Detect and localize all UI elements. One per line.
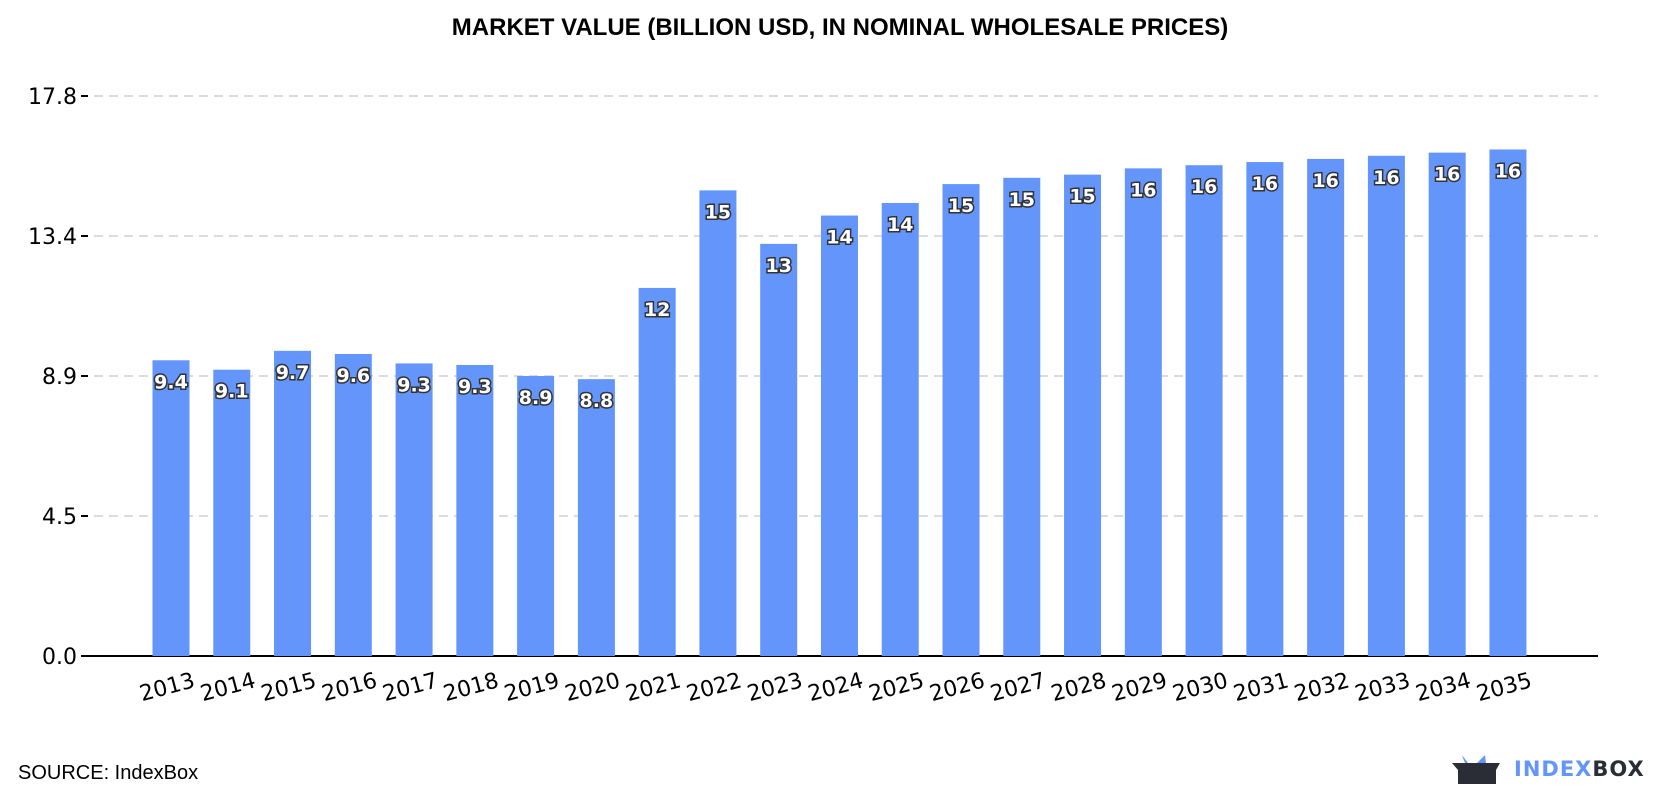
x-tick-label: 2026 bbox=[927, 668, 988, 707]
logo-text-box: BOX bbox=[1592, 757, 1645, 781]
data-label: 16 bbox=[1252, 173, 1278, 195]
bar-2028 bbox=[1064, 174, 1102, 657]
bar-2021 bbox=[638, 287, 676, 656]
box-logo-icon bbox=[1452, 755, 1500, 784]
data-label: 14 bbox=[826, 227, 852, 249]
bar-2019 bbox=[517, 376, 555, 656]
bar-2026 bbox=[942, 184, 980, 656]
x-tick-label: 2030 bbox=[1170, 668, 1231, 707]
data-label: 9.3 bbox=[397, 374, 431, 396]
x-tick-label: 2032 bbox=[1292, 668, 1353, 707]
x-tick-label: 2020 bbox=[562, 668, 623, 707]
bar-2030 bbox=[1185, 165, 1223, 656]
x-tick-label: 2023 bbox=[745, 668, 806, 707]
logo-text: INDEXBOX bbox=[1514, 757, 1645, 781]
bar-2024 bbox=[820, 215, 858, 656]
bar-2020 bbox=[577, 379, 615, 656]
data-label: 13 bbox=[765, 255, 791, 277]
y-tick-label: 17.8 bbox=[28, 85, 77, 110]
bar-2017 bbox=[395, 363, 433, 656]
x-tick-label: 2018 bbox=[441, 668, 502, 707]
data-label: 16 bbox=[1434, 164, 1460, 186]
bar-2016 bbox=[334, 353, 372, 656]
logo-text-index: INDEX bbox=[1514, 757, 1593, 781]
data-label: 9.4 bbox=[154, 371, 188, 393]
x-tick-label: 2034 bbox=[1413, 668, 1474, 707]
data-label: 9.6 bbox=[336, 365, 370, 387]
x-tick-label: 2015 bbox=[259, 668, 320, 707]
x-tick-label: 2028 bbox=[1049, 668, 1110, 707]
bar-2015 bbox=[274, 350, 312, 656]
x-tick-label: 2022 bbox=[684, 668, 745, 707]
bar-2035 bbox=[1489, 149, 1527, 656]
indexbox-logo: INDEXBOX bbox=[1450, 752, 1645, 786]
x-tick-label: 2016 bbox=[319, 668, 380, 707]
source-note: SOURCE: IndexBox bbox=[18, 762, 199, 784]
data-label: 9.7 bbox=[276, 362, 310, 384]
bar-2031 bbox=[1246, 162, 1284, 656]
data-label: 9.1 bbox=[215, 381, 249, 403]
y-tick-label: 8.9 bbox=[42, 365, 77, 390]
bar-2033 bbox=[1367, 155, 1405, 657]
data-label: 12 bbox=[644, 299, 670, 321]
y-tick-label: 4.5 bbox=[42, 505, 77, 530]
bar-2032 bbox=[1307, 158, 1345, 657]
y-tick-label: 0.0 bbox=[42, 645, 77, 670]
bar-2025 bbox=[881, 202, 919, 656]
data-label: 16 bbox=[1373, 167, 1399, 189]
bar-chart: 0.0 4.5 8.9 13.4 17.8 9.4 2013 9.1 2014 9.7 2015 9.… bbox=[28, 85, 1598, 707]
bar-2034 bbox=[1428, 152, 1466, 656]
x-tick-label: 2019 bbox=[502, 668, 563, 707]
y-tick-label: 13.4 bbox=[28, 225, 77, 250]
x-tick-label: 2017 bbox=[380, 668, 441, 707]
data-label: 15 bbox=[1009, 189, 1035, 211]
x-tick-label: 2029 bbox=[1109, 668, 1170, 707]
data-label: 15 bbox=[705, 201, 731, 223]
data-label: 16 bbox=[1130, 179, 1156, 201]
data-label: 15 bbox=[1069, 186, 1095, 208]
data-label: 14 bbox=[887, 214, 913, 236]
data-label: 8.9 bbox=[519, 387, 553, 409]
bar-2014 bbox=[213, 369, 251, 656]
x-tick-label: 2035 bbox=[1474, 668, 1535, 707]
chart-title: MARKET VALUE (BILLION USD, IN NOMINAL WH… bbox=[451, 14, 1229, 41]
bar-2023 bbox=[760, 243, 798, 656]
bar-2013 bbox=[152, 360, 190, 656]
x-tick-label: 2033 bbox=[1352, 668, 1413, 707]
bar-2029 bbox=[1124, 168, 1162, 656]
data-label: 9.3 bbox=[458, 376, 492, 398]
bar-2018 bbox=[456, 364, 494, 656]
bar-2027 bbox=[1003, 177, 1041, 656]
x-tick-label: 2024 bbox=[806, 668, 867, 707]
x-tick-label: 2014 bbox=[198, 668, 259, 707]
bar-2022 bbox=[699, 190, 737, 656]
x-tick-label: 2013 bbox=[137, 668, 198, 707]
x-tick-label: 2027 bbox=[988, 668, 1049, 707]
x-tick-label: 2025 bbox=[866, 668, 927, 707]
x-tick-label: 2021 bbox=[623, 668, 684, 707]
data-label: 16 bbox=[1495, 160, 1521, 182]
data-label: 16 bbox=[1312, 170, 1338, 192]
data-label: 8.8 bbox=[580, 390, 614, 412]
data-label: 15 bbox=[948, 195, 974, 217]
x-tick-label: 2031 bbox=[1231, 668, 1292, 707]
data-label: 16 bbox=[1191, 176, 1217, 198]
